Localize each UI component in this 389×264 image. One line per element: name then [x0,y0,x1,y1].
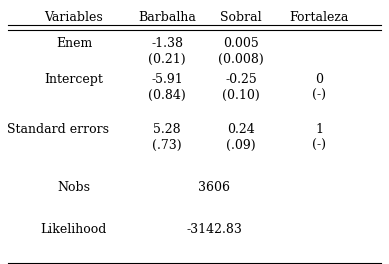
Text: Fortaleza: Fortaleza [289,11,349,24]
Text: (-): (-) [312,89,326,102]
Text: 1: 1 [315,123,323,136]
Text: Variables: Variables [44,11,103,24]
Text: Standard errors: Standard errors [7,123,109,136]
Text: 0: 0 [315,73,323,86]
Text: -5.91: -5.91 [151,73,183,86]
Text: (.09): (.09) [226,139,256,152]
Text: -1.38: -1.38 [151,37,183,50]
Text: (0.84): (0.84) [148,89,186,102]
Text: Enem: Enem [56,37,92,50]
Text: Nobs: Nobs [58,181,90,194]
Text: Barbalha: Barbalha [138,11,196,24]
Text: (0.10): (0.10) [222,89,260,102]
Text: 0.005: 0.005 [223,37,259,50]
Text: Likelihood: Likelihood [41,223,107,236]
Text: Sobral: Sobral [220,11,262,24]
Text: 3606: 3606 [198,181,230,194]
Text: (0.008): (0.008) [218,53,264,66]
Text: (0.21): (0.21) [149,53,186,66]
Text: (-): (-) [312,139,326,152]
Text: 0.24: 0.24 [227,123,255,136]
Text: (.73): (.73) [152,139,182,152]
Text: Intercept: Intercept [44,73,103,86]
Text: -3142.83: -3142.83 [186,223,242,236]
Text: -0.25: -0.25 [225,73,257,86]
Text: 5.28: 5.28 [153,123,181,136]
